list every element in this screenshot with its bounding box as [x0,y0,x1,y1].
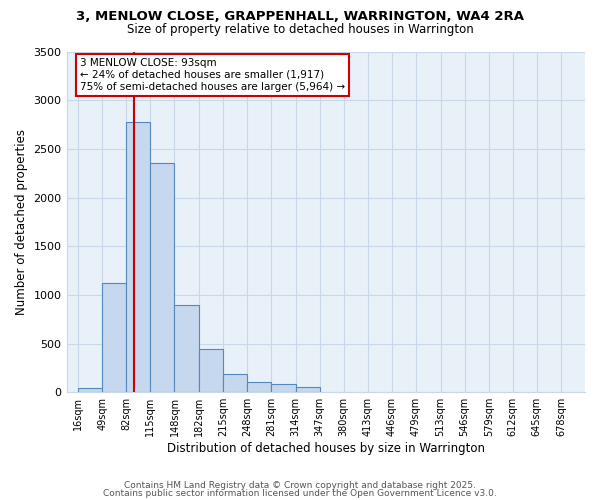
Bar [247,382,271,392]
Text: Contains HM Land Registry data © Crown copyright and database right 2025.: Contains HM Land Registry data © Crown c… [124,481,476,490]
Bar [78,388,102,392]
Text: 3 MENLOW CLOSE: 93sqm
← 24% of detached houses are smaller (1,917)
75% of semi-d: 3 MENLOW CLOSE: 93sqm ← 24% of detached … [80,58,345,92]
Bar [175,304,199,392]
Text: Size of property relative to detached houses in Warrington: Size of property relative to detached ho… [127,22,473,36]
Bar [199,350,223,392]
Text: 3, MENLOW CLOSE, GRAPPENHALL, WARRINGTON, WA4 2RA: 3, MENLOW CLOSE, GRAPPENHALL, WARRINGTON… [76,10,524,23]
Bar [271,384,296,392]
Bar [296,388,320,392]
X-axis label: Distribution of detached houses by size in Warrington: Distribution of detached houses by size … [167,442,485,455]
Bar [127,122,151,392]
Bar [151,164,175,392]
Y-axis label: Number of detached properties: Number of detached properties [15,129,28,315]
Text: Contains public sector information licensed under the Open Government Licence v3: Contains public sector information licen… [103,488,497,498]
Bar [102,283,127,392]
Bar [223,374,247,392]
